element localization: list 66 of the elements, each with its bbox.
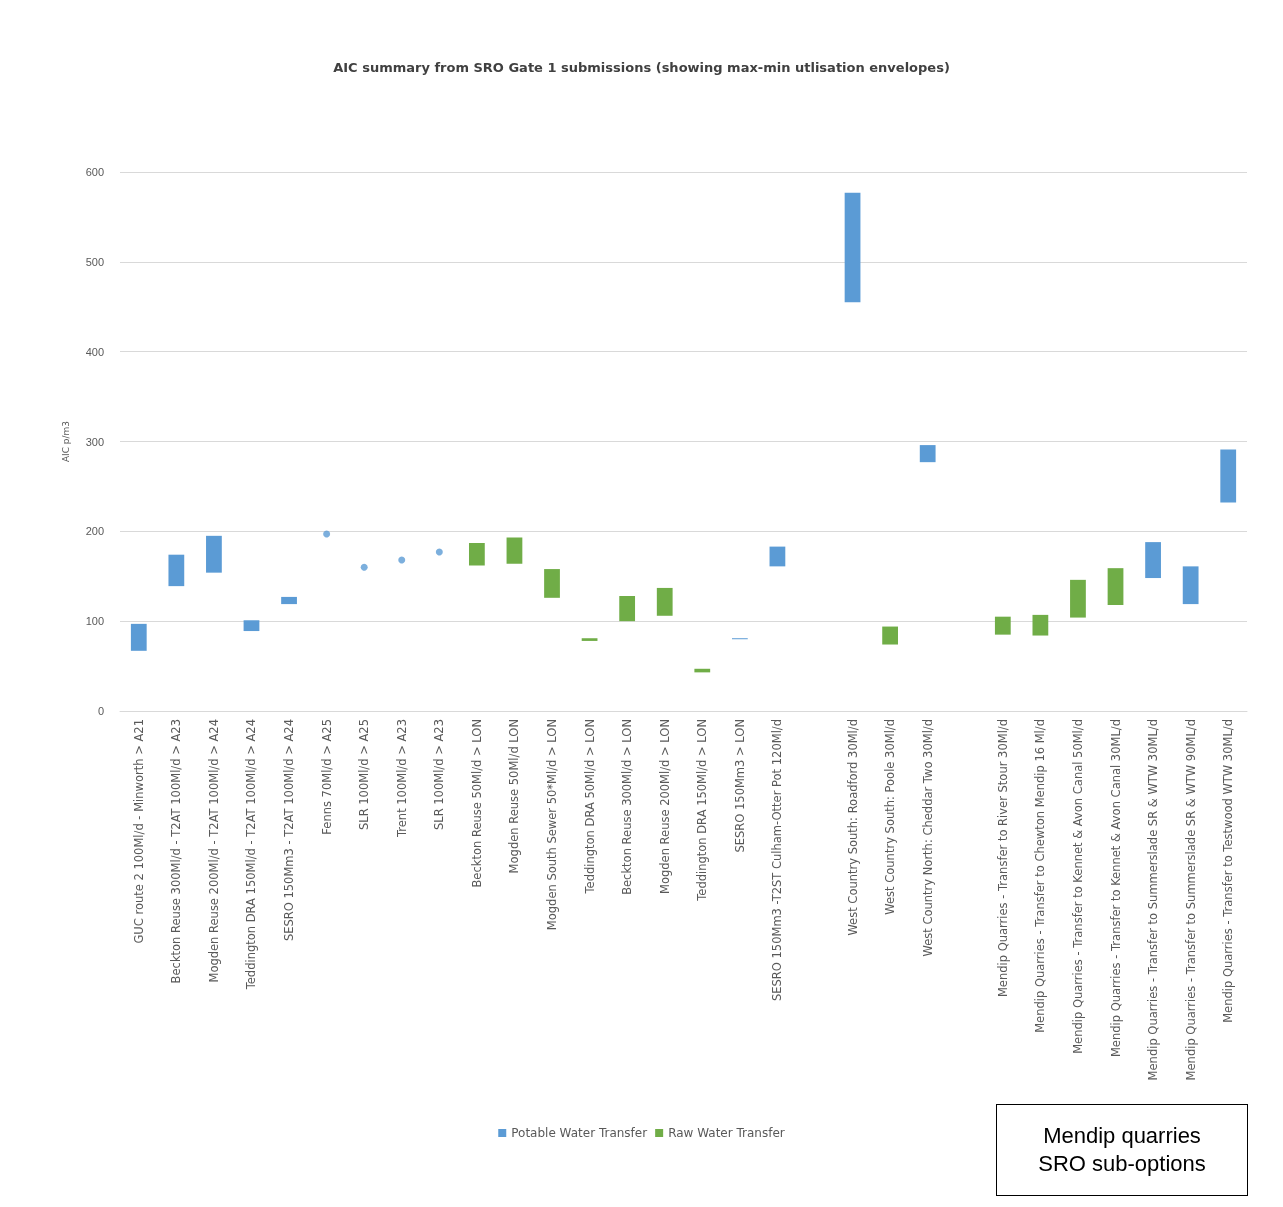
x-tick-label: Beckton Reuse 50Ml/d > LON xyxy=(469,719,484,888)
x-tick-label: Mogden South Sewer 50*Ml/d > LON xyxy=(545,719,560,931)
bar xyxy=(506,537,523,564)
bar xyxy=(168,554,185,587)
x-tick-label: Mogden Reuse 200Ml/d - T2AT 100Ml/d > A24 xyxy=(206,719,221,983)
x-tick-label: Teddington DRA 150Ml/d > LON xyxy=(695,719,710,902)
x-tick-label: Mendip Quarries - Transfer to Summerslade SR & WTW 30ML/d xyxy=(1146,719,1161,1081)
legend-label: Potable Water Transfer xyxy=(511,1126,648,1140)
bar xyxy=(1070,579,1086,618)
y-tick-label: 300 xyxy=(85,435,104,448)
x-tick-label: Beckton Reuse 300Ml/d > LON xyxy=(620,719,635,895)
bar xyxy=(1220,449,1237,503)
x-tick-label: Mendip Quarries - Transfer to Kennet & Avon Canal 50Ml/d xyxy=(1070,719,1085,1054)
bar xyxy=(206,535,222,573)
y-tick-label: 400 xyxy=(85,345,104,358)
bar xyxy=(1032,614,1049,636)
text: Mendip quarries SRO sub-options xyxy=(996,1104,1248,1196)
bar xyxy=(581,638,598,641)
x-tick-label: Mendip Quarries - Transfer to Kennet & Avon Canal 30ML/d xyxy=(1108,719,1123,1058)
bar xyxy=(1107,568,1124,605)
y-tick-label: 500 xyxy=(85,255,104,268)
bar xyxy=(769,546,786,567)
bar xyxy=(1145,542,1161,579)
bar xyxy=(544,569,560,598)
x-tick-label: Teddington DRA 150Ml/d - T2AT 100Ml/d > A24 xyxy=(244,719,259,991)
bar xyxy=(882,626,899,645)
point xyxy=(398,556,406,564)
bar xyxy=(994,616,1011,635)
x-tick-label: Fenns 70Ml/d > A25 xyxy=(319,719,334,835)
y-tick-label: 0 xyxy=(97,705,104,717)
x-tick-label: GUC route 2 100Ml/d - Minworth > A21 xyxy=(131,719,146,944)
x-tick-label: Beckton Reuse 300Ml/d - T2AT 100Ml/d > A23 xyxy=(169,719,184,984)
bar xyxy=(619,596,636,622)
x-tick-label: Mendip Quarries - Transfer to Testwood WTW 30ML/d xyxy=(1221,719,1236,1023)
x-tick-label: Mendip Quarries - Transfer to River Stour 30Ml/d xyxy=(995,719,1010,998)
x-tick-label: SESRO 150Mm3 > LON xyxy=(732,719,747,853)
x-tick-label: Mogden Reuse 200Ml/d > LON xyxy=(657,719,672,894)
x-tick-label: SESRO 150Mm3 - T2AT 100Ml/d > A24 xyxy=(282,719,297,942)
x-tick-label: SLR 100Ml/d > A23 xyxy=(432,719,447,831)
y-tick-label: 200 xyxy=(85,525,104,538)
x-tick-label: Mendip Quarries - Transfer to Summerslade SR & WTW 90ML/d xyxy=(1183,719,1198,1081)
y-tick-label: 100 xyxy=(85,615,104,628)
point xyxy=(323,530,331,538)
bar xyxy=(468,543,485,566)
x-tick-label: SESRO 150Mm3 -T2ST Culham-Otter Pot 120Ml/d xyxy=(770,719,785,1002)
bar xyxy=(844,192,861,303)
chart-title: AIC summary from SRO Gate 1 submissions (showing max-min utlisation envelopes) xyxy=(333,60,950,75)
x-tick-label: West Country South: Poole 30Ml/d xyxy=(883,719,898,915)
bar xyxy=(130,623,147,651)
bar xyxy=(656,587,673,616)
point xyxy=(435,548,443,556)
y-axis-title: AIC p/m3 xyxy=(60,420,71,463)
x-tick-label: Mendip Quarries - Transfer to Chewton Mendip 16 Ml/d xyxy=(1033,719,1048,1033)
x-tick-label: West Country North: Cheddar Two 30Ml/d xyxy=(920,719,935,957)
legend-label: Raw Water Transfer xyxy=(668,1126,785,1140)
point xyxy=(360,563,368,571)
bar xyxy=(243,620,260,632)
y-tick-label: 600 xyxy=(85,166,104,178)
x-tick-label: Teddington DRA 50Ml/d > LON xyxy=(582,719,597,895)
x-tick-label: Mogden Reuse 50Ml/d LON xyxy=(507,719,522,874)
x-tick-label: West Country South: Roadford 30Ml/d xyxy=(845,719,860,936)
bar xyxy=(919,445,936,463)
bar xyxy=(1182,566,1199,605)
bar xyxy=(281,596,297,605)
x-tick-label: Trent 100Ml/d > A23 xyxy=(394,719,409,839)
x-tick-label: SLR 100Ml/d > A25 xyxy=(357,719,372,831)
